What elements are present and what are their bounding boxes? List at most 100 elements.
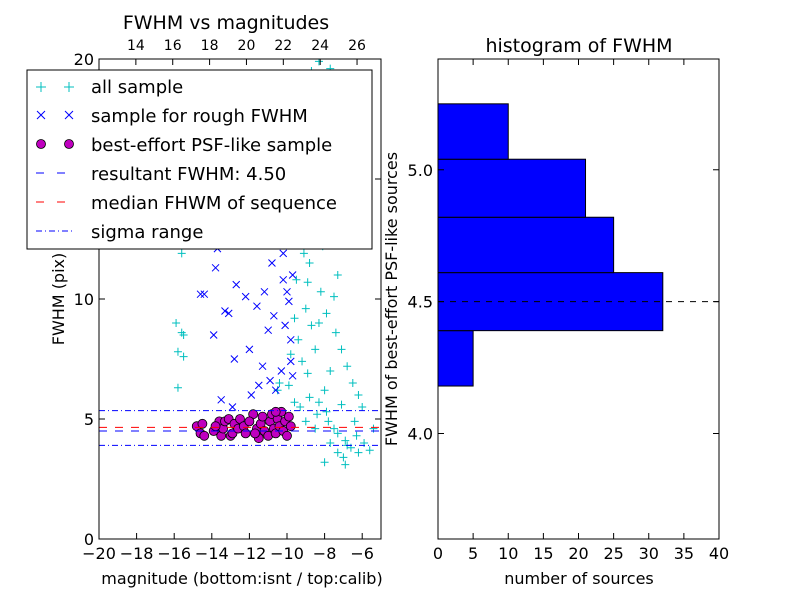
all-sample-point xyxy=(307,321,316,330)
all-sample-point xyxy=(333,271,342,279)
rough-sample-point xyxy=(200,290,209,299)
all-sample-point xyxy=(322,309,331,318)
all-sample-point xyxy=(290,398,299,407)
rough-sample-point xyxy=(279,249,288,258)
rough-sample-point xyxy=(232,280,241,289)
legend: all sample sample for rough FWHM best-ef… xyxy=(26,69,373,250)
all-sample-point xyxy=(348,379,357,387)
series-x xyxy=(196,220,297,411)
y-tick-label: 20 xyxy=(74,50,94,69)
rough-sample-point xyxy=(224,309,233,318)
top-x-tick-label: 20 xyxy=(238,38,256,54)
rough-sample-point xyxy=(264,326,273,335)
all-sample-point xyxy=(350,417,359,426)
rough-sample-point xyxy=(196,290,205,299)
scatter-panel: −20−18−16−14−12−10−8−6051015201416182022… xyxy=(26,12,383,588)
all-sample-point xyxy=(313,410,322,419)
all-sample-point xyxy=(358,403,367,411)
legend-entry-resultant-fwhm: resultant FWHM: 4.50 xyxy=(36,164,286,185)
x-tick-label: −18 xyxy=(120,544,154,563)
x-tick-label: −14 xyxy=(195,544,229,563)
y-tick-label: 4.5 xyxy=(408,293,433,312)
psf-sample-point xyxy=(283,411,294,422)
all-sample-point xyxy=(354,391,363,399)
rough-sample-point xyxy=(221,307,229,315)
y-tick-label: 0 xyxy=(84,530,94,549)
all-sample-point xyxy=(311,345,320,354)
x-tick-label: 20 xyxy=(568,544,588,563)
x-tick-label: −6 xyxy=(350,544,374,563)
all-sample-point xyxy=(298,357,307,366)
histogram-bars xyxy=(438,103,664,387)
x-tick-label: −16 xyxy=(157,544,191,563)
series-circle xyxy=(191,406,296,444)
x-tick-label: 25 xyxy=(603,544,623,563)
all-sample-point xyxy=(177,249,186,258)
all-sample-point xyxy=(354,448,363,457)
legend-entry-median-fwhm: median FHWM of sequence xyxy=(36,193,337,214)
all-sample-point xyxy=(320,386,329,395)
histogram-axes: 0 5 10 15 20 25 30 35 40 4.0 4.5 5.0 xyxy=(408,59,729,563)
psf-sample-point xyxy=(240,428,251,439)
psf-sample-point xyxy=(250,428,260,439)
rough-sample-point xyxy=(209,331,218,339)
legend-box xyxy=(26,69,373,250)
y-tick-label: 5.0 xyxy=(408,161,433,180)
all-sample-point xyxy=(299,249,308,258)
y-tick-label: 5 xyxy=(84,410,94,429)
rough-sample-point xyxy=(230,355,239,363)
all-sample-point xyxy=(314,398,323,407)
y-tick-label: 10 xyxy=(74,290,94,309)
x-tick-label: 10 xyxy=(498,544,518,563)
top-x-tick-label: 24 xyxy=(311,38,329,54)
rough-sample-point xyxy=(271,386,280,395)
all-sample-point xyxy=(365,446,374,455)
top-x-tick-label: 16 xyxy=(164,38,182,54)
legend-entry-rough-sample: sample for rough FWHM xyxy=(36,106,308,127)
rough-sample-point xyxy=(281,321,289,330)
all-sample-point xyxy=(301,304,310,313)
rough-sample-point xyxy=(283,287,291,296)
all-sample-point xyxy=(305,393,314,402)
rough-sample-point xyxy=(245,345,254,354)
all-sample-point xyxy=(172,319,181,327)
all-sample-point xyxy=(173,383,182,392)
rough-sample-point xyxy=(247,391,256,399)
legend-label: resultant FWHM: 4.50 xyxy=(91,164,286,185)
all-sample-point xyxy=(352,431,361,440)
all-sample-point xyxy=(294,335,303,344)
all-sample-point xyxy=(296,403,305,411)
all-sample-point xyxy=(292,275,301,284)
histogram-bar xyxy=(438,158,587,218)
x-tick-label: −10 xyxy=(270,544,304,563)
scatter-title: FWHM vs magnitudes xyxy=(123,12,329,34)
all-sample-point xyxy=(179,331,188,339)
all-sample-point xyxy=(303,278,312,287)
x-tick-label: 30 xyxy=(639,544,659,563)
all-sample-point xyxy=(301,417,310,426)
rough-sample-point xyxy=(241,292,250,301)
histogram-panel: 0 5 10 15 20 25 30 35 40 4.0 4.5 5.0 histogram of F… xyxy=(382,35,729,588)
psf-sample-point xyxy=(257,411,268,422)
legend-label: sample for rough FWHM xyxy=(91,106,308,127)
scatter-reference-lines xyxy=(99,410,381,446)
all-sample-point xyxy=(290,314,299,323)
all-sample-point xyxy=(330,292,338,301)
legend-label: sigma range xyxy=(91,222,203,243)
psf-sample-point xyxy=(197,418,208,429)
top-x-tick-label: 26 xyxy=(348,38,366,54)
all-sample-point xyxy=(320,458,329,467)
rough-sample-point xyxy=(217,395,226,404)
rough-sample-point xyxy=(288,371,297,380)
legend-entry-all-sample: all sample xyxy=(36,77,183,98)
x-marker-icon xyxy=(36,110,74,120)
rough-sample-point xyxy=(286,357,295,366)
rough-sample-point xyxy=(286,335,295,344)
top-x-tick-label: 22 xyxy=(274,38,292,54)
histogram-y-axis-label: FWHM of best-effort PSF-like sources xyxy=(382,152,401,446)
psf-sample-point xyxy=(244,416,255,427)
x-tick-label: 15 xyxy=(533,544,553,563)
all-sample-point xyxy=(173,347,182,356)
scatter-y-axis-label: FWHM (pix) xyxy=(49,253,68,346)
plus-marker-icon xyxy=(36,82,74,92)
